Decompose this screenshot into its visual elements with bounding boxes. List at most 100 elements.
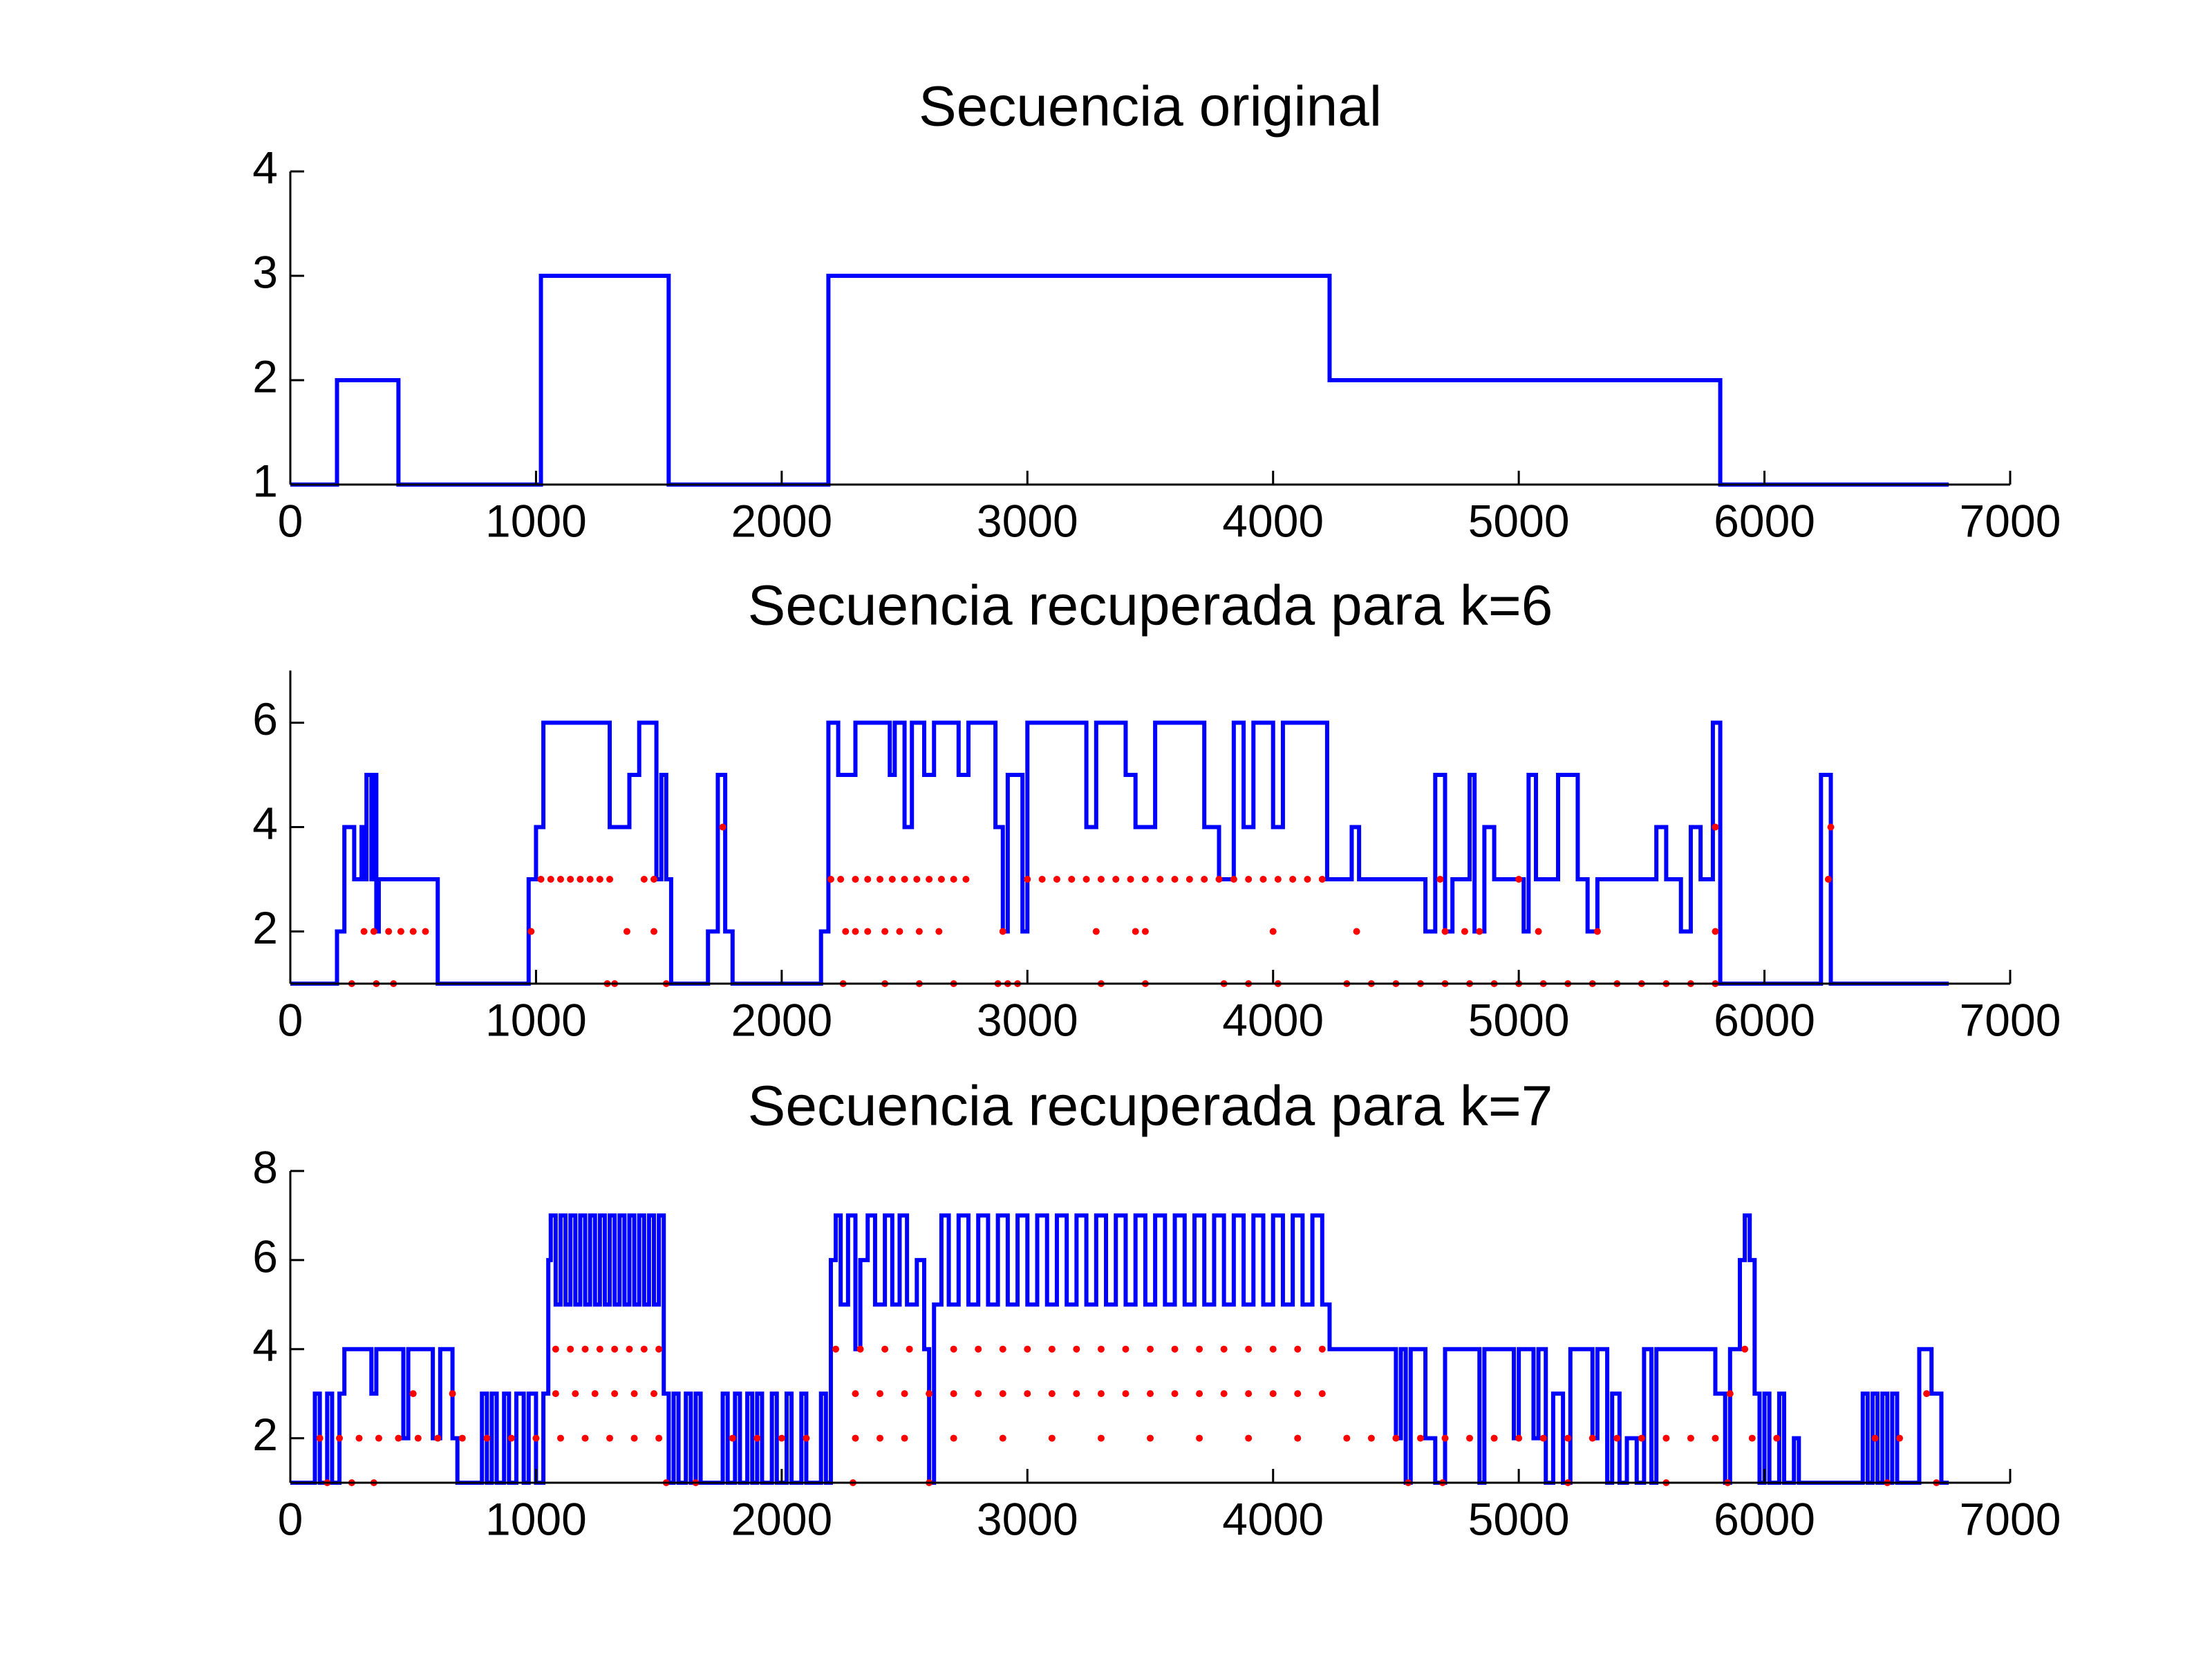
data-point — [655, 1345, 663, 1353]
data-point — [1269, 1345, 1277, 1353]
data-point — [1593, 928, 1601, 935]
data-point — [1112, 876, 1120, 883]
data-point — [1712, 928, 1719, 935]
data-point — [877, 1390, 884, 1398]
data-point — [409, 928, 417, 935]
data-point — [336, 1434, 344, 1442]
x-tick-label: 2000 — [731, 495, 832, 546]
data-point — [1082, 876, 1090, 883]
data-point — [449, 1390, 456, 1398]
data-point — [1274, 876, 1282, 883]
data-point — [1171, 1345, 1179, 1353]
x-tick-label: 4000 — [1222, 1493, 1324, 1544]
data-point — [552, 1390, 559, 1398]
data-point — [1871, 1434, 1879, 1442]
data-point — [527, 928, 535, 935]
data-point — [1141, 876, 1149, 883]
data-point — [1416, 1434, 1424, 1442]
data-point — [581, 1434, 589, 1442]
x-tick-label: 6000 — [1714, 994, 1815, 1045]
y-tick-label: 1 — [252, 455, 278, 506]
data-point — [915, 928, 923, 935]
y-tick-label: 8 — [252, 1141, 278, 1192]
data-point — [1461, 928, 1468, 935]
x-tick-label: 7000 — [1960, 994, 2061, 1045]
data-point — [1147, 1390, 1154, 1398]
x-tick-label: 0 — [278, 1493, 303, 1544]
data-point — [1515, 1434, 1523, 1442]
data-point — [572, 1390, 579, 1398]
data-point — [1436, 876, 1444, 883]
data-point — [1122, 1390, 1130, 1398]
data-point — [1662, 1434, 1670, 1442]
data-point — [1353, 928, 1360, 935]
data-point — [864, 928, 872, 935]
x-tick-label: 4000 — [1222, 495, 1324, 546]
data-point — [537, 876, 545, 883]
data-point — [877, 1434, 884, 1442]
data-point — [1827, 823, 1835, 831]
data-point — [999, 1434, 1006, 1442]
data-point — [1824, 876, 1832, 883]
data-point — [1318, 876, 1326, 883]
data-point — [926, 876, 933, 883]
x-tick-label: 0 — [278, 495, 303, 546]
data-point — [1294, 1434, 1302, 1442]
y-tick-label: 2 — [252, 350, 278, 402]
data-point — [556, 876, 564, 883]
x-tick-label: 1000 — [485, 994, 587, 1045]
data-point — [901, 1434, 908, 1442]
data-point — [650, 928, 658, 935]
data-point — [913, 876, 921, 883]
data-point — [1712, 823, 1719, 831]
data-point — [458, 1434, 466, 1442]
data-point — [1185, 876, 1193, 883]
x-tick-label: 3000 — [977, 1493, 1078, 1544]
plot-area — [290, 274, 1949, 487]
data-point — [397, 928, 404, 935]
data-point — [1068, 876, 1076, 883]
x-tick-label: 7000 — [1960, 495, 2061, 546]
subplot: Secuencia recuperada para k=7 0 1000 2000 30… — [252, 1075, 2061, 1545]
data-point — [1269, 1390, 1277, 1398]
data-point — [1073, 1345, 1080, 1353]
x-tick-label: 3000 — [977, 495, 1078, 546]
data-point — [950, 1390, 957, 1398]
data-point — [1048, 1345, 1056, 1353]
subplot-title: Secuencia original — [919, 75, 1382, 138]
data-point — [1097, 1390, 1105, 1398]
data-point — [1132, 928, 1139, 935]
data-point — [630, 1434, 638, 1442]
data-point — [1024, 1345, 1031, 1353]
data-point — [1245, 1434, 1253, 1442]
data-point — [1171, 1390, 1179, 1398]
data-point — [1535, 928, 1542, 935]
data-point — [1171, 876, 1179, 883]
data-point — [999, 928, 1006, 935]
data-point — [877, 876, 884, 883]
data-point — [596, 876, 603, 883]
data-point — [1122, 1345, 1130, 1353]
y-tick-label: 6 — [252, 693, 278, 744]
data-point — [1490, 1434, 1498, 1442]
data-point — [640, 876, 648, 883]
y-tick-label: 6 — [252, 1230, 278, 1282]
data-point — [888, 876, 896, 883]
x-tick-label: 5000 — [1468, 1493, 1570, 1544]
data-point — [650, 876, 658, 883]
data-point — [975, 1390, 982, 1398]
data-point — [1196, 1434, 1203, 1442]
data-point — [611, 1345, 619, 1353]
data-point — [586, 876, 594, 883]
data-point — [999, 1345, 1006, 1353]
data-point — [906, 1345, 913, 1353]
x-tick-label: 6000 — [1714, 495, 1815, 546]
data-line — [290, 720, 1949, 986]
data-point — [1215, 876, 1223, 883]
data-point — [483, 1434, 491, 1442]
data-point — [581, 1345, 589, 1353]
x-tick-label: 5000 — [1468, 495, 1570, 546]
data-point — [1515, 876, 1523, 883]
data-point — [606, 876, 614, 883]
